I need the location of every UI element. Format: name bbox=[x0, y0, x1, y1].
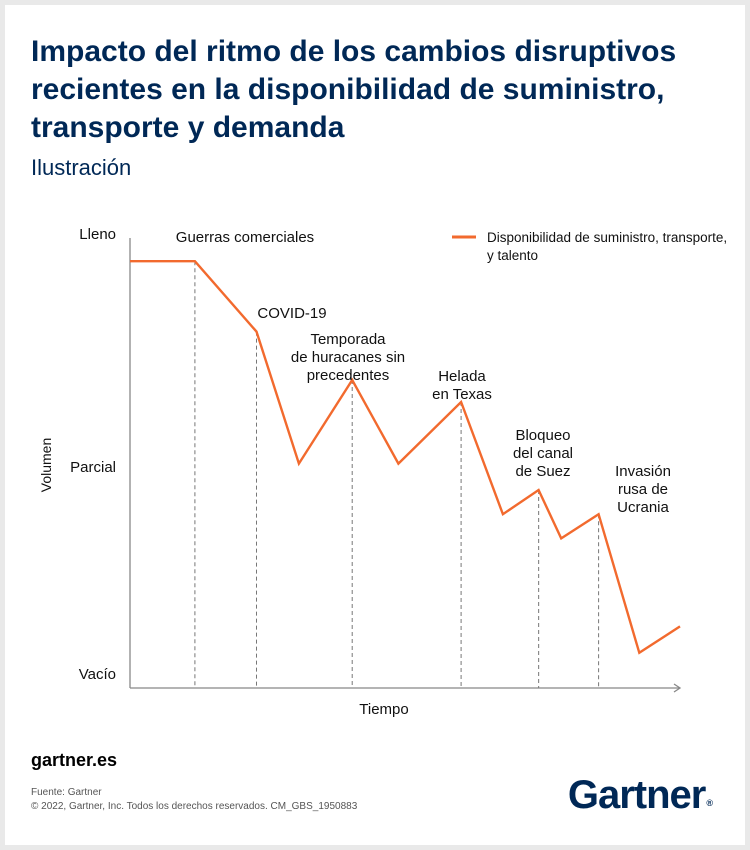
event-label: Helada en Texas bbox=[432, 368, 492, 403]
legend: Disponibilidad de suministro, transporte… bbox=[452, 230, 727, 263]
copyright-line: © 2022, Gartner, Inc. Todos los derechos… bbox=[31, 801, 358, 812]
y-tick-label: Parcial bbox=[70, 459, 116, 476]
event-label-line: rusa de bbox=[618, 481, 668, 498]
chart-subtitle: Ilustración bbox=[31, 155, 132, 180]
legend-label: Disponibilidad de suministro, transporte… bbox=[487, 230, 727, 263]
registered-mark: ® bbox=[706, 798, 713, 808]
series-lines bbox=[130, 260, 681, 655]
event-label-line: Invasión bbox=[615, 463, 671, 480]
event-label-line: del canal bbox=[513, 445, 573, 462]
source-note: Fuente: Gartner © 2022, Gartner, Inc. To… bbox=[31, 786, 357, 814]
chart-axes bbox=[129, 238, 682, 693]
site-link[interactable]: gartner.es bbox=[31, 750, 118, 770]
event-label-line: Guerras comerciales bbox=[176, 229, 314, 246]
event-label-line: Ucrania bbox=[617, 499, 669, 516]
event-label-line: Temporada bbox=[310, 331, 386, 348]
y-tick-labels: Lleno Parcial Vacío bbox=[70, 226, 116, 683]
event-label-line: Helada bbox=[438, 368, 486, 385]
gartner-logo: Gartner® bbox=[568, 773, 713, 818]
x-axis-label: Tiempo bbox=[359, 701, 408, 718]
y-axis-label: Volumen bbox=[38, 438, 54, 492]
logo-text: Gartner bbox=[567, 773, 706, 817]
legend-label-line: Disponibilidad de suministro, transporte… bbox=[487, 230, 727, 245]
event-label-line: de Suez bbox=[515, 463, 570, 480]
event-label: Temporada de huracanes sin precedentes bbox=[291, 331, 405, 384]
source-line: Fuente: Gartner bbox=[31, 787, 102, 798]
event-label: COVID-19 bbox=[257, 305, 326, 322]
event-label: Guerras comerciales bbox=[176, 229, 314, 246]
infographic-card bbox=[5, 5, 745, 845]
event-label: Bloqueo del canal de Suez bbox=[513, 427, 573, 480]
event-label-line: Bloqueo bbox=[515, 427, 570, 444]
series-line-supply bbox=[130, 260, 681, 655]
y-tick-label: Vacío bbox=[79, 666, 116, 683]
event-markers bbox=[194, 261, 600, 688]
legend-label-line: y talento bbox=[487, 248, 538, 263]
event-labels: Guerras comerciales COVID-19 Temporada de h… bbox=[176, 229, 671, 516]
event-label-line: precedentes bbox=[307, 367, 390, 384]
x-axis-arrow bbox=[673, 683, 682, 693]
event-label-line: COVID-19 bbox=[257, 305, 326, 322]
event-label-line: en Texas bbox=[432, 386, 492, 403]
event-label-line: de huracanes sin bbox=[291, 349, 405, 366]
chart-title: Impacto del ritmo de los cambios disrupt… bbox=[31, 35, 677, 144]
event-label: Invasión rusa de Ucrania bbox=[615, 463, 671, 516]
y-tick-label: Lleno bbox=[79, 226, 116, 243]
